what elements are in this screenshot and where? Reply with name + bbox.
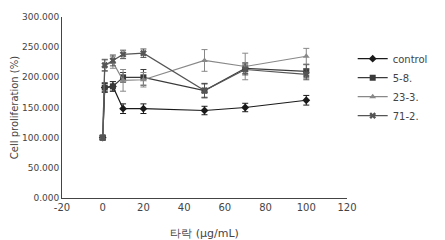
svg-text:0.000: 0.000 xyxy=(33,193,59,203)
svg-text:300.000: 300.000 xyxy=(22,12,59,22)
svg-text:200.000: 200.000 xyxy=(22,72,59,82)
svg-text:150.000: 150.000 xyxy=(22,103,59,113)
svg-text:타락 (μg/mL): 타락 (μg/mL) xyxy=(170,227,239,240)
svg-text:100.000: 100.000 xyxy=(22,133,59,143)
svg-text:80: 80 xyxy=(259,202,272,213)
svg-text:250.000: 250.000 xyxy=(22,42,59,52)
svg-text:23-3.: 23-3. xyxy=(393,92,419,103)
svg-text:0: 0 xyxy=(100,202,106,213)
svg-text:71-2.: 71-2. xyxy=(393,111,419,122)
svg-text:50.000: 50.000 xyxy=(28,163,60,173)
svg-text:60: 60 xyxy=(218,202,231,213)
svg-text:Cell proliferation (%): Cell proliferation (%) xyxy=(9,56,20,159)
svg-text:5-8.: 5-8. xyxy=(393,73,413,84)
svg-text:120: 120 xyxy=(337,202,356,213)
svg-text:100: 100 xyxy=(297,202,316,213)
svg-text:40: 40 xyxy=(178,202,191,213)
svg-text:-20: -20 xyxy=(54,202,70,213)
svg-text:20: 20 xyxy=(137,202,150,213)
svg-text:control: control xyxy=(393,54,428,65)
